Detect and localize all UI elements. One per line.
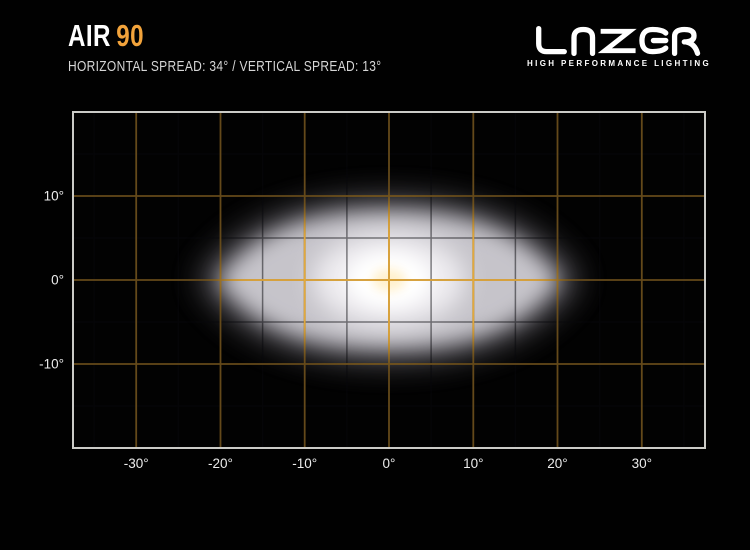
product-title: AIR 90 (68, 20, 374, 51)
letter-a (571, 26, 596, 56)
lazer-logo: LAZER HIGH PERFORMANCE LIGHTING (527, 26, 711, 68)
grid-highlight (73, 112, 705, 448)
x-tick-label: 20° (547, 456, 567, 471)
plot-border (72, 111, 706, 449)
x-axis-labels: -30° -20° -10° 0° 10° 20° 30° (124, 456, 652, 471)
y-tick-label: 0° (51, 273, 64, 288)
x-tick-label: -20° (208, 456, 233, 471)
x-tick-label: 0° (383, 456, 396, 471)
y-tick-label: -10° (39, 357, 64, 372)
logo-tagline: HIGH PERFORMANCE LIGHTING (527, 59, 712, 68)
lazer-wordmark-icon: LAZER (536, 26, 701, 56)
product-name: AIR (68, 18, 111, 53)
letter-l (536, 26, 567, 55)
x-tick-label: 30° (632, 456, 652, 471)
letter-r (671, 26, 701, 56)
y-tick-label: 10° (44, 189, 64, 204)
y-axis-labels: 10° 0° -10° (39, 189, 64, 372)
x-tick-label: -10° (292, 456, 317, 471)
spread-spec: HORIZONTAL SPREAD: 34° / VERTICAL SPREAD… (68, 58, 382, 75)
title-block: AIR 90 HORIZONTAL SPREAD: 34° / VERTICAL … (68, 20, 460, 74)
x-tick-label: -30° (124, 456, 149, 471)
x-tick-label: 10° (463, 456, 483, 471)
product-model: 90 (116, 18, 144, 53)
letter-z (597, 28, 637, 54)
letter-e (639, 26, 669, 55)
